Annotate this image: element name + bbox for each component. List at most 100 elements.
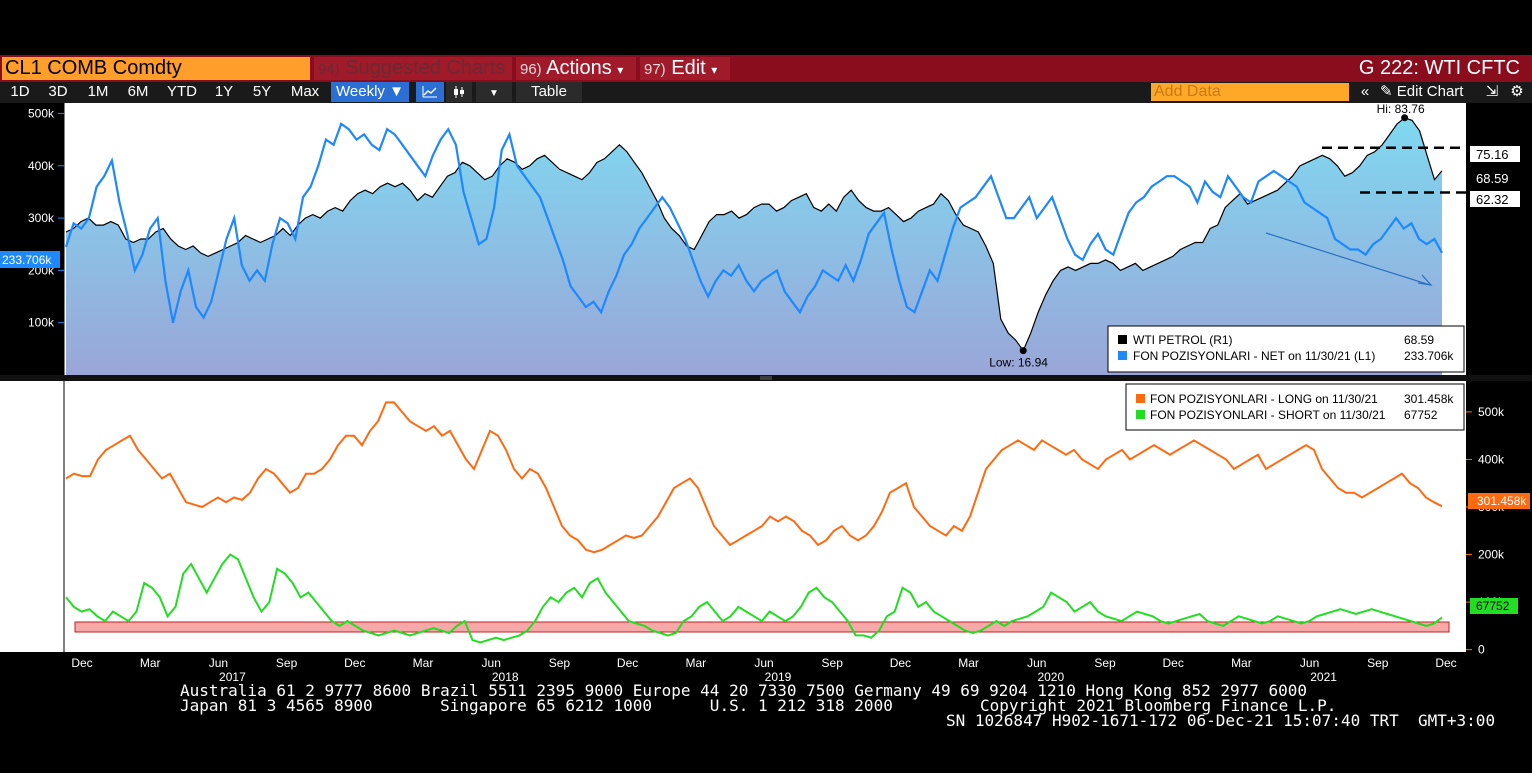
lower-tick-label: 0 (1478, 643, 1485, 657)
upper-legend: WTI PETROL (R1) 68.59 FON POZISYONLARI -… (1107, 325, 1465, 373)
lower-tick-label: 500k (1478, 405, 1505, 419)
legend-net-value: 233.706k (1404, 349, 1454, 363)
actions-menu[interactable]: 96) Actions ▾ (516, 57, 636, 80)
x-tick-label: Sep (1367, 656, 1389, 670)
lower-level-label: 62.32 (1470, 191, 1520, 207)
legend-swatch-wti (1118, 335, 1127, 344)
period-ytd[interactable]: YTD (167, 83, 197, 100)
right-tick-label: 50 (1478, 229, 1492, 243)
period-6m[interactable]: 6M (127, 83, 149, 100)
legend-short-name: FON POZISYONLARI - SHORT on 11/30/21 (1150, 408, 1386, 422)
net-series-line (64, 122, 1443, 323)
net-last-text: 233.706k (2, 253, 52, 267)
settings-icon[interactable]: ⚙ (1510, 83, 1524, 100)
line-chart-glyph (422, 86, 437, 98)
trend-arrowhead-icon (1417, 274, 1433, 286)
x-tick-label: Dec (1163, 656, 1184, 670)
footer-contacts-line2: Japan 81 3 4565 8900 Singapore 65 6212 1… (180, 696, 893, 715)
chevron-down-icon: ▾ (711, 63, 718, 77)
legend-wti-name: WTI PETROL (R1) (1133, 333, 1233, 347)
x-tick-label: Dec (1435, 656, 1456, 670)
period-3d[interactable]: 3D (48, 83, 68, 100)
x-tick-label: Mar (685, 656, 706, 670)
x-year-label: 2020 (1037, 670, 1064, 683)
x-tick-label: Dec (71, 656, 92, 670)
x-tick-label: Dec (344, 656, 365, 670)
short-last-text: 67752 (1476, 599, 1510, 613)
menu-number: 94) (318, 61, 340, 78)
x-tick-label: Jun (1300, 656, 1319, 670)
x-tick-label: Jun (209, 656, 228, 670)
menu-label: Actions (546, 57, 612, 79)
right-tick-label: 30 (1478, 298, 1492, 312)
legend-long-value: 301.458k (1404, 392, 1454, 406)
x-year-label: 2018 (492, 670, 519, 683)
lower-tick-label: 200k (1478, 548, 1505, 562)
security-ticker[interactable]: CL1 COMB Comdty (2, 57, 310, 80)
chart-settings-icon[interactable]: ⇲ (1485, 83, 1499, 100)
legend-swatch-short (1136, 410, 1145, 419)
footer-session-info: SN 1026847 H902-1671-172 06-Dec-21 15:07… (946, 711, 1496, 730)
suggested-charts-menu[interactable]: 94) Suggested Charts (314, 57, 512, 80)
short-last-badge: 67752 (1470, 598, 1518, 614)
period-max[interactable]: Max (290, 83, 320, 100)
x-year-label: 2019 (765, 670, 792, 683)
right-tick-label: 40 (1478, 263, 1492, 277)
lower-tick-label: 400k (1478, 452, 1505, 466)
footer-copyright: Copyright 2021 Bloomberg Finance L.P. (980, 696, 1337, 715)
x-tick-label: Sep (549, 656, 571, 670)
long-last-text: 301.458k (1477, 494, 1527, 508)
x-tick-label: Jun (482, 656, 501, 670)
low-marker (1019, 347, 1027, 355)
x-tick-label: Sep (276, 656, 298, 670)
frequency-select[interactable]: Weekly ▼ (331, 82, 409, 102)
dropdown-arrow-icon: ▼ (489, 88, 499, 99)
period-1m[interactable]: 1M (87, 83, 109, 100)
right-tick-label: 20 (1478, 333, 1492, 347)
panel-separator[interactable] (0, 375, 1532, 381)
footer: Australia 61 2 9777 8600 Brazil 5511 239… (0, 681, 1532, 730)
wti-last-label: 68.59 (1476, 171, 1509, 186)
level-upper-text: 75.16 (1476, 147, 1509, 162)
candlestick-glyph (454, 86, 464, 98)
right-tick-label: 80 (1478, 124, 1492, 138)
table-button[interactable]: Table (516, 82, 582, 102)
edit-chart-button[interactable]: ✎ Edit Chart (1380, 82, 1463, 102)
upper-level-label: 75.16 (1470, 146, 1520, 162)
menu-number: 97) (644, 61, 666, 78)
edit-menu[interactable]: 97) Edit ▾ (640, 57, 730, 80)
high-label: Hi: 83.76 (1377, 103, 1425, 116)
collapse-icon[interactable]: « (1360, 83, 1370, 100)
legend-net-name: FON POZISYONLARI - NET on 11/30/21 (L1) (1133, 349, 1375, 363)
left-tick-label: 100k (28, 316, 55, 330)
add-data-input[interactable]: Add Data (1151, 83, 1349, 101)
chart-type-dropdown[interactable]: ▼ (476, 82, 512, 102)
x-axis-years: 2017 2018 2019 2020 2021 (219, 670, 1337, 683)
level-lower-text: 62.32 (1476, 192, 1509, 207)
x-tick-label: Dec (890, 656, 911, 670)
x-tick-label: Dec (617, 656, 638, 670)
lower-legend: FON POZISYONLARI - LONG on 11/30/21 301.… (1125, 383, 1465, 431)
x-tick-label: Mar (140, 656, 161, 670)
legend-swatch-long (1136, 394, 1145, 403)
legend-wti-value: 68.59 (1404, 333, 1434, 347)
lower-axis-ticks: 0100k200k300k400k500k (1466, 405, 1505, 657)
period-1y[interactable]: 1Y (214, 83, 234, 100)
line-chart-icon[interactable] (416, 82, 444, 102)
pencil-icon: ✎ (1380, 83, 1393, 100)
candlestick-icon[interactable] (446, 82, 472, 102)
legend-long-name: FON POZISYONLARI - LONG on 11/30/21 (1150, 392, 1378, 406)
wti-series-line (65, 117, 1443, 352)
period-1d[interactable]: 1D (10, 83, 30, 100)
footer-contacts-line1: Australia 61 2 9777 8600 Brazil 5511 239… (180, 681, 1308, 700)
right-tick-label: 70 (1478, 159, 1492, 173)
menu-label: Suggested Charts (345, 57, 506, 79)
x-tick-label: Mar (1231, 656, 1252, 670)
x-tick-label: Sep (822, 656, 844, 670)
x-tick-label: Mar (958, 656, 979, 670)
period-5y[interactable]: 5Y (252, 83, 272, 100)
left-tick-label: 500k (28, 106, 55, 120)
short-series-line (65, 553, 1443, 644)
